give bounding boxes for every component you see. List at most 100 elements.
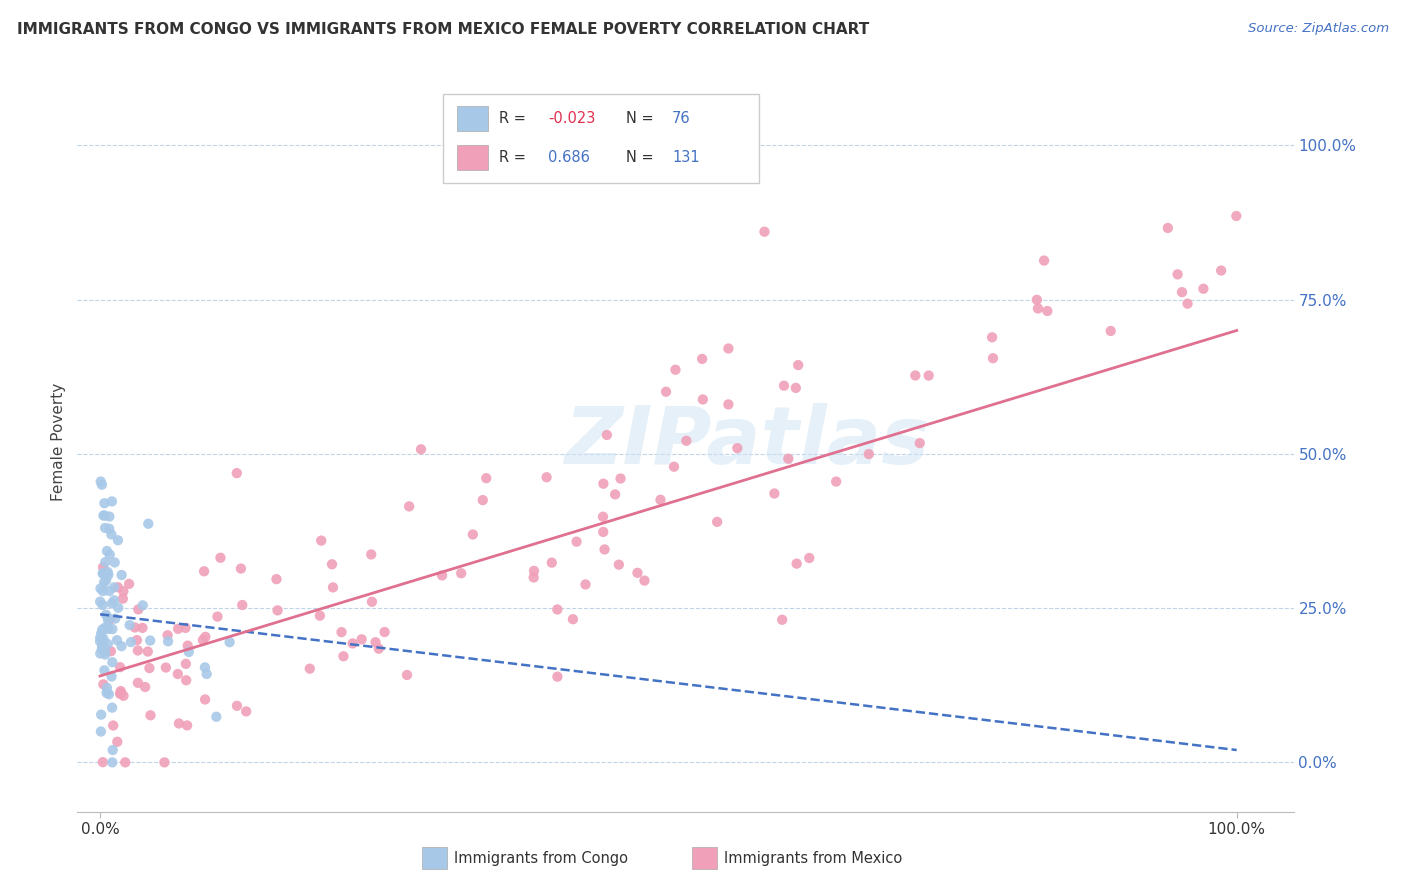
Point: [167, 716, 190, 731]
Point: [89, 582, 111, 596]
Point: [546, 670, 568, 684]
Point: [592, 524, 614, 539]
Point: [207, 609, 229, 624]
Point: [298, 662, 321, 676]
Point: [308, 608, 330, 623]
Point: [127, 602, 149, 616]
Text: 0.686: 0.686: [548, 151, 591, 165]
Point: [153, 756, 176, 770]
Point: [430, 568, 453, 582]
Point: [536, 470, 558, 484]
Point: [360, 548, 382, 562]
Point: [98, 612, 121, 626]
Point: [156, 628, 179, 642]
Point: [108, 660, 131, 674]
Point: [1025, 293, 1047, 307]
Point: [266, 603, 288, 617]
Point: [174, 657, 197, 671]
Point: [1099, 324, 1122, 338]
Point: [94, 508, 117, 523]
Point: [127, 643, 149, 657]
Point: [918, 368, 941, 383]
Point: [131, 621, 153, 635]
Point: [167, 622, 190, 636]
Point: [523, 570, 546, 584]
Point: [565, 534, 588, 549]
Point: [97, 637, 120, 651]
Point: [398, 500, 420, 514]
Point: [110, 639, 132, 653]
Point: [1157, 221, 1180, 235]
Point: [592, 509, 614, 524]
Point: [111, 591, 134, 606]
Point: [91, 560, 114, 574]
Point: [664, 363, 686, 377]
Point: [98, 584, 121, 599]
Point: [93, 496, 115, 510]
Point: [89, 594, 111, 608]
Point: [101, 743, 124, 757]
Point: [104, 556, 127, 570]
Point: [461, 527, 484, 541]
Point: [100, 669, 122, 683]
Point: [125, 633, 148, 648]
Point: [101, 700, 124, 714]
Point: [194, 660, 217, 674]
Point: [90, 626, 112, 640]
Point: [96, 681, 118, 695]
Point: [139, 708, 162, 723]
Text: N =: N =: [626, 112, 658, 126]
Point: [904, 368, 927, 383]
Point: [1036, 304, 1059, 318]
Point: [194, 630, 217, 644]
Point: [574, 577, 596, 591]
Point: [177, 639, 200, 653]
Point: [90, 724, 112, 739]
Point: [94, 607, 117, 622]
Point: [89, 647, 111, 661]
Text: IMMIGRANTS FROM CONGO VS IMMIGRANTS FROM MEXICO FEMALE POVERTY CORRELATION CHART: IMMIGRANTS FROM CONGO VS IMMIGRANTS FROM…: [17, 22, 869, 37]
Point: [717, 342, 740, 356]
Point: [101, 596, 124, 610]
Point: [763, 486, 786, 500]
Point: [605, 487, 627, 501]
Point: [110, 684, 132, 698]
Point: [91, 584, 114, 599]
Point: [89, 634, 111, 648]
Point: [97, 565, 120, 579]
Point: [1171, 285, 1194, 300]
Point: [778, 451, 800, 466]
Point: [91, 638, 114, 652]
Point: [361, 595, 384, 609]
Point: [96, 573, 118, 587]
Point: [118, 618, 141, 632]
Point: [108, 687, 131, 701]
Text: Immigrants from Congo: Immigrants from Congo: [454, 851, 628, 865]
Point: [471, 493, 494, 508]
Point: [342, 636, 364, 650]
Point: [717, 397, 740, 411]
Text: R =: R =: [499, 112, 530, 126]
Point: [112, 689, 135, 703]
Point: [858, 447, 880, 461]
Point: [124, 620, 146, 634]
Point: [93, 575, 115, 590]
Point: [91, 566, 114, 581]
Text: Immigrants from Mexico: Immigrants from Mexico: [724, 851, 903, 865]
Text: -0.023: -0.023: [548, 112, 596, 126]
Point: [409, 442, 432, 457]
Point: [770, 613, 793, 627]
Point: [174, 673, 197, 688]
Point: [96, 567, 118, 582]
Point: [98, 522, 121, 536]
Point: [561, 612, 583, 626]
Point: [91, 598, 114, 612]
Text: R =: R =: [499, 151, 530, 165]
Point: [787, 358, 810, 372]
Point: [97, 567, 120, 582]
Point: [321, 558, 343, 572]
Point: [194, 692, 217, 706]
Point: [157, 634, 180, 648]
Point: [97, 622, 120, 636]
Point: [725, 441, 748, 455]
